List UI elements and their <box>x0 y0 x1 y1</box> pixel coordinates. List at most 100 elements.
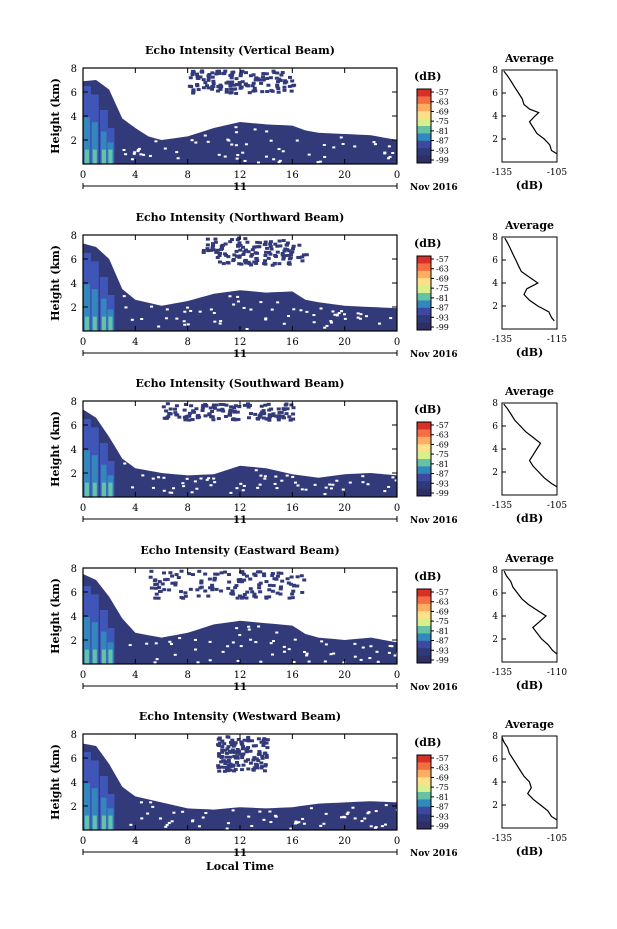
echo-cell <box>205 247 210 251</box>
echo-column-peak <box>108 815 113 830</box>
colorbar-swatch <box>417 626 431 634</box>
echo-cell <box>265 246 270 250</box>
panel-2: Echo Intensity (Southward Beam) 2 4 6 8 0 4 8 12… <box>49 377 567 526</box>
echo-cell <box>275 250 280 254</box>
echo-gap <box>396 651 400 654</box>
echo-cell <box>237 405 242 409</box>
avg-x-tick-label: -105 <box>547 168 567 178</box>
echo-gap <box>193 480 197 483</box>
echo-gap <box>239 645 243 648</box>
colorbar-swatch <box>417 814 431 823</box>
echo-cell <box>282 81 287 85</box>
echo-cell <box>250 253 255 257</box>
colorbar-swatch <box>417 315 431 324</box>
echo-cell <box>260 75 265 79</box>
avg-x-label: (dB) <box>516 179 543 192</box>
echo-cell <box>224 767 229 771</box>
echo-gap <box>231 641 235 644</box>
echo-gap <box>182 485 186 488</box>
echo-cell <box>164 416 169 420</box>
echo-gap <box>386 157 390 160</box>
echo-cell <box>284 412 289 416</box>
avg-y-tick-label: 6 <box>492 589 498 599</box>
echo-gap <box>313 483 317 486</box>
colorbar-swatch <box>417 473 431 482</box>
echo-cell <box>264 595 269 599</box>
echo-cell <box>220 750 225 754</box>
echo-cell <box>245 747 250 751</box>
echo-cell <box>173 411 178 415</box>
colorbar-tick-label: -69 <box>436 773 449 782</box>
echo-layer <box>83 743 397 830</box>
echo-cell <box>241 252 246 256</box>
echo-cell <box>253 744 258 748</box>
echo-cell <box>290 84 295 88</box>
echo-cell <box>165 402 170 406</box>
echo-gap <box>361 481 365 484</box>
echo-cell <box>230 748 235 752</box>
echo-gap <box>254 641 258 644</box>
echo-cell <box>254 764 259 768</box>
echo-cell <box>270 263 275 267</box>
y-tick-label: 4 <box>71 778 77 789</box>
colorbar-swatch <box>417 263 431 272</box>
echo-gap <box>280 479 284 482</box>
echo-gap <box>282 650 286 653</box>
echo-gap <box>219 320 223 323</box>
echo-gap <box>282 645 286 648</box>
echo-cell <box>262 262 267 266</box>
colorbar-swatch <box>417 488 431 497</box>
echo-cell <box>252 766 257 770</box>
avg-y-tick-label: 6 <box>492 89 498 99</box>
echo-cell <box>208 586 213 590</box>
echo-cell <box>256 737 261 741</box>
echo-cell <box>267 588 272 592</box>
echo-gap <box>195 487 199 490</box>
y-axis-label: Height (km) <box>49 78 62 154</box>
echo-gap <box>141 474 145 477</box>
echo-cell <box>216 417 221 421</box>
echo-cell <box>217 254 222 258</box>
echo-cell <box>223 242 228 246</box>
echo-gap <box>309 807 313 810</box>
colorbar-tick-label: -69 <box>436 440 449 449</box>
echo-cell <box>265 90 270 94</box>
x-tick-label: 0 <box>394 836 400 847</box>
echo-cell <box>287 75 292 79</box>
echo-cell <box>233 404 238 408</box>
echo-gap <box>337 312 341 315</box>
colorbar-swatch <box>417 799 431 808</box>
echo-layer <box>83 80 397 164</box>
avg-y-tick-label: 8 <box>492 732 498 742</box>
echo-column-core <box>100 797 107 830</box>
colorbar-swatch <box>417 792 431 800</box>
echo-gap <box>339 136 343 139</box>
y-tick-label: 8 <box>71 397 77 408</box>
echo-cell <box>263 240 268 244</box>
echo-cell <box>216 408 221 412</box>
echo-cell <box>226 255 231 259</box>
echo-cell <box>289 575 294 579</box>
colorbar-swatch <box>417 655 431 664</box>
echo-cell <box>206 78 211 82</box>
echo-cell <box>238 752 243 756</box>
echo-gap <box>247 815 251 818</box>
echo-cell <box>253 78 258 82</box>
y-axis-label: Height (km) <box>49 578 62 654</box>
echo-cell <box>242 403 247 407</box>
echo-gap <box>341 488 345 491</box>
avg-title: Average <box>504 385 554 398</box>
colorbar-tick-label: -63 <box>436 431 449 440</box>
echo-gap <box>333 313 337 316</box>
colorbar-swatch <box>417 806 431 815</box>
echo-cell <box>241 752 246 756</box>
echo-column-peak <box>108 649 113 664</box>
echo-cell <box>173 583 178 587</box>
echo-cell <box>251 73 256 77</box>
x-tick-label: 4 <box>132 337 138 348</box>
echo-cell <box>234 83 239 87</box>
echo-cell <box>255 240 260 244</box>
echo-gap <box>324 643 328 646</box>
y-tick-label: 4 <box>71 612 77 623</box>
echo-cell <box>234 417 239 421</box>
